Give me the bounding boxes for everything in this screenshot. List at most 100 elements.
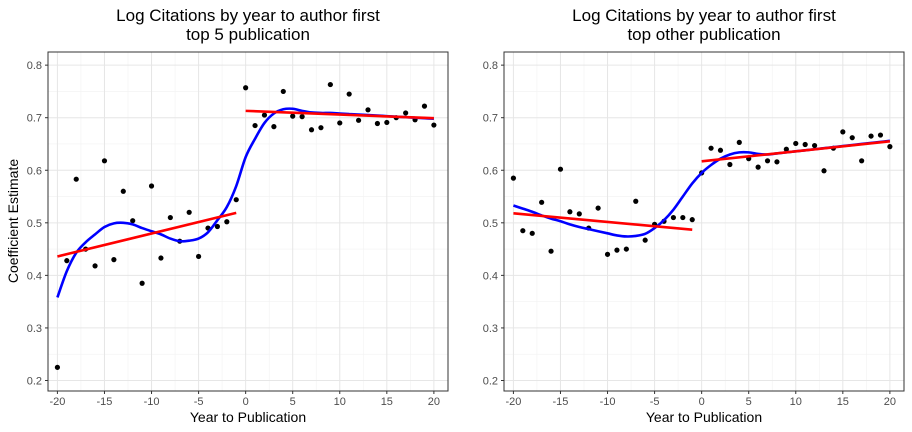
chart-1-data-point [384,119,390,126]
chart-2-data-point [774,159,780,165]
chart-2-data-point [614,247,620,253]
chart-1-y-tick-label: 0.4 [27,270,42,282]
chart-1-data-point [431,122,437,128]
chart-2-data-point [567,209,573,215]
chart-2-data-point [727,161,733,168]
chart-2-x-tick-label: 20 [884,396,896,408]
chart-1-data-point [64,258,70,264]
chart-1-y-axis-title: Coefficient Estimate [5,159,21,283]
chart-2-data-point [548,248,554,254]
chart-2-x-tick-label: 5 [746,396,752,408]
chart-2-fit-line-2 [701,140,891,163]
chart-2-data-point [529,230,535,236]
chart-2-data-point [680,214,686,221]
chart-1-data-point [290,113,296,119]
chart-2-data-point [783,146,789,152]
chart-2-data-point [623,246,629,252]
chart-2-data-point [539,199,545,205]
chart-1-y-tick-label: 0.8 [27,60,42,72]
chart-2-data-point [859,158,865,164]
chart-2-data-point [670,214,677,221]
chart-1-fit-line-2 [245,109,434,120]
chart-1-data-point [54,364,61,370]
chart-2-y-tick-label: 0.3 [483,323,498,335]
chart-2-x-tick-label: 10 [790,396,802,408]
chart-2-data-point [557,166,564,172]
chart-1-data-point [111,257,117,263]
chart-1-data-point [186,209,192,215]
chart-2-plot-area: -20 -15 -10 -5 0 5 10 15 20 0.2 0.3 0.4 0.5 0.6 0.7 0.8 [483,51,905,408]
chart-1-data-point [337,120,343,126]
chart-2-data-point [887,144,893,150]
chart-1-x-tick-label: -15 [97,396,113,408]
chart-2-panel-border [503,51,905,392]
chart-1-x-tick-label: -10 [144,396,160,408]
chart-1-data-point [130,218,136,224]
chart-1-y-tick-label: 0.7 [27,113,42,125]
chart-2-y-tick-label: 0.2 [483,375,498,387]
chart-panel-1: Log Citations by year to author first to… [5,6,449,425]
chart-2-data-point [811,142,818,149]
chart-1-x-tick-label: 20 [428,396,440,408]
chart-2-data-point [576,211,582,217]
chart-2-data-point [802,141,808,148]
chart-1-data-point [148,183,155,189]
chart-1-data-point [73,176,79,182]
chart-2-data-point [689,217,695,223]
chart-1-x-tick-label: -5 [194,396,204,408]
chart-2-fit-line-1 [513,212,693,231]
chart-1-data-point [233,197,239,203]
chart-1-data-point [280,88,286,95]
chart-2-x-tick-label: -20 [505,396,521,408]
chart-2-data-point [604,251,611,257]
chart-2-y-tick-label: 0.7 [483,113,498,125]
chart-2-data-point [764,158,771,164]
chart-2-x-tick-label: -5 [650,396,660,408]
chart-1-panel-border [47,51,449,392]
chart-2-data-point [793,140,799,147]
chart-2-data-point [736,139,742,145]
chart-1-data-point [355,117,362,123]
chart-2-data-point [510,175,517,181]
chart-2-y-tick-label: 0.4 [483,270,498,282]
chart-1-data-point [243,85,249,91]
chart-1-data-point [421,103,428,109]
chart-2-data-point [633,198,639,204]
chart-2-data-point [708,145,714,151]
chart-1-data-point [374,120,381,127]
chart-2-x-axis-title: Year to Publication [646,409,762,425]
chart-2-data-point [840,129,846,135]
chart-2-title-line-2: top other publication [627,25,780,44]
chart-1-x-tick-label: 15 [381,396,393,408]
chart-1-data-point [327,81,333,88]
chart-1-data-point [92,263,98,269]
chart-1-data-point [101,158,108,164]
chart-1-x-axis-title: Year to Publication [190,409,306,425]
chart-1-plot-area: -20 -15 -10 -5 0 5 10 15 20 0.2 0.3 0.4 0.5 0.6 0.7 0.8 [27,51,449,408]
chart-2-x-tick-label: 0 [699,396,705,408]
chart-2-x-tick-label: 15 [837,396,849,408]
chart-2-data-point [868,133,874,139]
chart-1-title-line-2: top 5 publication [186,25,310,44]
chart-2-title-line-1: Log Citations by year to author first [572,6,836,25]
chart-1-x-tick-label: 0 [243,396,249,408]
chart-2-data-point [755,164,761,170]
chart-2-data-point [520,228,526,234]
chart-2-data-point [821,168,827,174]
chart-1-data-point [308,127,315,133]
chart-2-y-tick-label: 0.8 [483,60,498,72]
chart-1-data-point [214,223,221,230]
chart-2-data-point [717,147,724,153]
chart-1-data-point [299,114,305,120]
chart-2-x-tick-label: -10 [600,396,616,408]
chart-panel-2: Log Citations by year to author first to… [483,6,905,425]
chart-2-y-tick-label: 0.6 [483,165,498,177]
chart-1-y-tick-label: 0.5 [27,218,42,230]
chart-2-data-point [642,237,648,243]
chart-2-y-tick-label: 0.5 [483,218,498,230]
chart-1-y-tick-label: 0.2 [27,375,42,387]
chart-1-data-point [261,112,268,118]
chart-1-data-point [252,122,258,129]
chart-1-data-point [139,280,145,286]
chart-1-data-point [318,125,324,131]
